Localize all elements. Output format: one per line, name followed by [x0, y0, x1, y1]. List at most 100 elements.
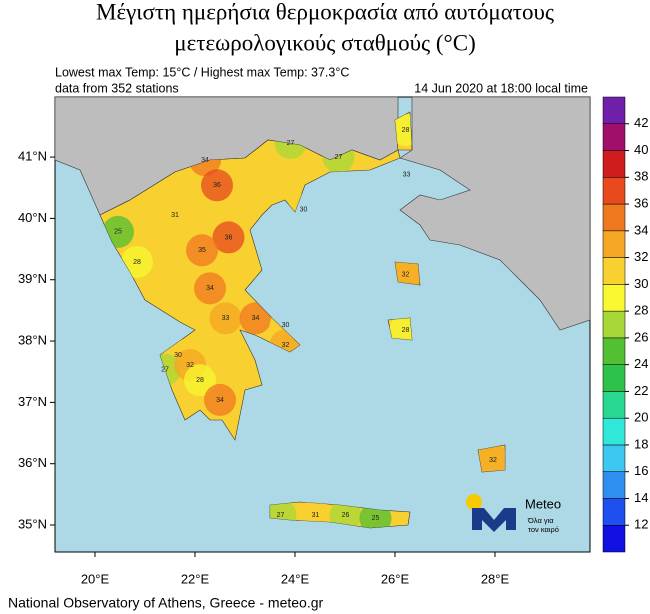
colorbar-tick-label: 12 [634, 517, 648, 532]
heat-spot [212, 221, 245, 254]
station-value: 36 [213, 182, 221, 189]
station-value: 34 [252, 315, 260, 322]
station-value: 28 [402, 127, 410, 134]
station-value: 36 [225, 234, 233, 241]
colorbar-box [602, 230, 626, 258]
colorbar-tick-label: 24 [634, 356, 648, 371]
y-tick-label: 35°N [18, 516, 47, 531]
colorbar-tick-label: 28 [634, 303, 648, 318]
x-tick-label: 22°E [181, 571, 210, 586]
colorbar-box [602, 498, 626, 526]
station-value: 27 [161, 367, 169, 374]
heat-spot [201, 169, 233, 202]
logo-slogan: Όλα για [527, 516, 554, 525]
colorbar-box [602, 123, 626, 151]
colorbar-box [602, 284, 626, 312]
y-tick-label: 41°N [18, 149, 47, 164]
colorbar-box [602, 177, 626, 205]
station-value: 30 [282, 322, 290, 329]
station-value: 34 [206, 285, 214, 292]
colorbar-tick-label: 18 [634, 436, 648, 451]
x-tick-label: 28°E [481, 571, 510, 586]
station-value: 31 [171, 212, 179, 219]
heat-spot [184, 364, 216, 397]
y-tick-label: 38°N [18, 332, 47, 347]
axes: 20°E 22°E 24°E 26°E 28°E 35°N 36°N 37°N 38°N 39°N… [18, 149, 510, 587]
colorbar-box [602, 257, 626, 285]
colorbar: 12 14 16 18 20 22 24 26 28 30 32 34 36 38 40 42 [602, 96, 648, 553]
station-value: 26 [342, 512, 350, 519]
heat-spot [186, 234, 218, 267]
station-value: 30 [300, 207, 308, 214]
colorbar-tick-label: 14 [634, 490, 648, 505]
colorbar-tick-label: 42 [634, 115, 648, 130]
heat-spot [477, 444, 505, 477]
station-value: 33 [222, 315, 230, 322]
colorbar-tick-label: 32 [634, 249, 648, 264]
station-value: 32 [402, 272, 410, 279]
heat-spot [209, 302, 242, 335]
title-line: μετεωρολογικούς σταθμούς (°C) [174, 30, 475, 55]
colorbar-box [602, 150, 626, 178]
logo-name: Meteo [525, 496, 561, 511]
colorbar-box [602, 471, 626, 499]
y-tick-label: 39°N [18, 271, 47, 286]
heat-spot [239, 302, 272, 335]
colorbar-box [602, 364, 626, 392]
logo-sun [466, 494, 482, 510]
heat-spot [159, 199, 191, 232]
station-value: 34 [216, 397, 224, 404]
colorbar-box [602, 203, 626, 232]
station-value: 28 [133, 259, 141, 266]
land [54, 96, 591, 331]
y-tick-label: 37°N [18, 394, 47, 409]
colorbar-tick-label: 36 [634, 195, 648, 210]
colorbar-tick-label: 30 [634, 276, 648, 291]
station-value: 25 [114, 229, 122, 236]
station-value: 28 [402, 327, 410, 334]
logo-mark [472, 508, 516, 532]
colorbar-box [602, 337, 626, 365]
colorbar-tick-label: 26 [634, 329, 648, 344]
colorbar-box [602, 310, 626, 339]
timestamp: 14 Jun 2020 at 18:00 local time [414, 81, 588, 95]
x-tick-label: 26°E [381, 571, 410, 586]
station-value: 32 [489, 457, 497, 464]
colorbar-tick-label: 38 [634, 169, 648, 184]
turkey [399, 96, 591, 331]
heat-spot [359, 502, 392, 528]
colorbar-box [602, 96, 626, 125]
heat-spot [194, 272, 226, 305]
logo: Meteo Όλα για τον καιρό [466, 494, 561, 534]
station-labels: 28 27 27 34 36 31 36 35 25 28 34 33 34 30 32 30 27 32 28 34… [114, 127, 497, 522]
station-count: data from 352 stations [55, 81, 179, 95]
heat-spot [204, 383, 236, 416]
station-value: 32 [282, 342, 290, 349]
colorbar-tick-label: 22 [634, 383, 648, 398]
colorbar-tick-label: 20 [634, 410, 648, 425]
station-value: 27 [287, 140, 295, 147]
colorbar-box [602, 444, 626, 472]
colorbar-box [602, 524, 626, 553]
station-value: 31 [312, 512, 320, 519]
footer: National Observatory of Athens, Greece -… [8, 595, 323, 611]
heat-spot [121, 245, 153, 278]
station-value: 25 [372, 515, 380, 522]
logo-slogan: τον καιρό [528, 525, 559, 534]
colorbar-box [602, 391, 626, 419]
station-value: 32 [186, 362, 194, 369]
x-tick-label: 20°E [81, 571, 110, 586]
station-value: 28 [196, 377, 204, 384]
x-tick-label: 24°E [281, 571, 310, 586]
colorbar-box [602, 417, 626, 446]
station-value: 27 [335, 154, 343, 161]
station-value: 30 [174, 352, 182, 359]
y-tick-label: 40°N [18, 210, 47, 225]
station-value: 27 [277, 512, 285, 519]
colorbar-tick-label: 34 [634, 222, 648, 237]
station-value: 35 [198, 247, 206, 254]
colorbar-tick-label: 16 [634, 463, 648, 478]
station-value: 34 [201, 157, 209, 164]
station-value: 33 [403, 172, 411, 179]
